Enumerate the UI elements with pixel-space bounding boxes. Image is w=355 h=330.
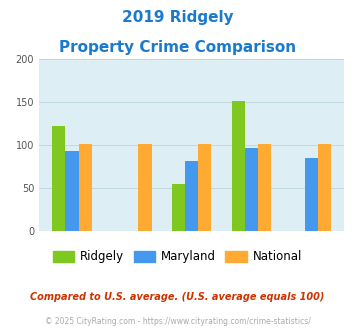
- Bar: [52, 126, 65, 231]
- Text: Compared to U.S. average. (U.S. average equals 100): Compared to U.S. average. (U.S. average …: [30, 292, 325, 302]
- Bar: [232, 101, 245, 231]
- Text: Property Crime Comparison: Property Crime Comparison: [59, 40, 296, 54]
- Legend: Ridgely, Maryland, National: Ridgely, Maryland, National: [48, 246, 307, 268]
- Bar: [305, 158, 318, 231]
- Bar: [138, 144, 152, 231]
- Bar: [258, 144, 271, 231]
- Bar: [318, 144, 331, 231]
- Bar: [65, 151, 78, 231]
- Bar: [172, 184, 185, 231]
- Text: 2019 Ridgely: 2019 Ridgely: [122, 10, 233, 25]
- Bar: [198, 144, 212, 231]
- Bar: [245, 148, 258, 231]
- Bar: [185, 161, 198, 231]
- Bar: [78, 144, 92, 231]
- Text: © 2025 CityRating.com - https://www.cityrating.com/crime-statistics/: © 2025 CityRating.com - https://www.city…: [45, 317, 310, 326]
